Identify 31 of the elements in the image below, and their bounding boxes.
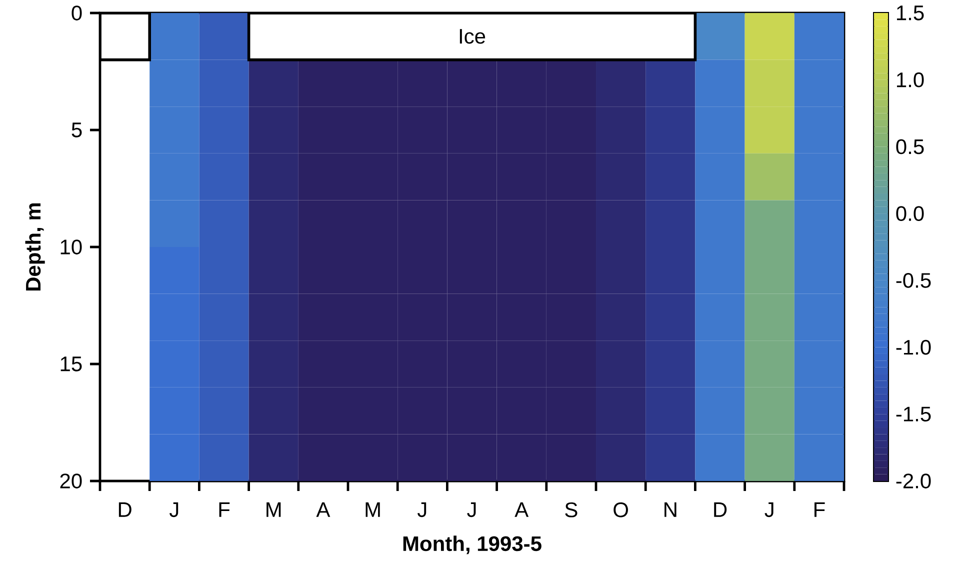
color-bar-label: -0.5 bbox=[896, 273, 931, 288]
color-bar-label: 1.5 bbox=[897, 6, 924, 20]
y-tick-label: 0 bbox=[72, 6, 82, 20]
color-bar-label: 0.5 bbox=[896, 139, 924, 154]
x-tick-label: F bbox=[814, 502, 825, 517]
x-tick-label: D bbox=[714, 502, 727, 517]
x-axis-title: Month, 1993-5 bbox=[403, 536, 542, 554]
color-bar-label: -2.0 bbox=[896, 474, 931, 488]
color-bar-label: 1.0 bbox=[897, 72, 924, 88]
x-tick-label: M bbox=[366, 502, 380, 517]
y-tick-label: 20 bbox=[60, 474, 82, 488]
x-tick-label: A bbox=[514, 502, 529, 517]
color-bar-label: -1.0 bbox=[896, 340, 931, 355]
x-tick-label: O bbox=[614, 502, 628, 518]
x-tick-label: J bbox=[467, 502, 476, 518]
annotation: Ice bbox=[460, 29, 486, 44]
x-tick-label: N bbox=[664, 502, 676, 517]
y-axis-title: Depth, m bbox=[25, 203, 45, 291]
x-tick-label: A bbox=[316, 502, 330, 517]
y-tick-label: 10 bbox=[60, 240, 82, 254]
x-tick-label: J bbox=[169, 502, 178, 518]
y-tick-label: 15 bbox=[60, 356, 82, 372]
x-tick-label: S bbox=[565, 502, 578, 518]
x-tick-label: J bbox=[417, 502, 426, 518]
x-tick-label: D bbox=[118, 502, 132, 517]
x-tick-label: M bbox=[266, 502, 281, 517]
x-tick-label: F bbox=[219, 502, 230, 517]
color-bar-label: 0.0 bbox=[896, 206, 924, 222]
x-tick-label: J bbox=[764, 502, 774, 518]
color-bar-label: -1.5 bbox=[896, 406, 931, 422]
y-tick-label: 5 bbox=[72, 122, 82, 138]
